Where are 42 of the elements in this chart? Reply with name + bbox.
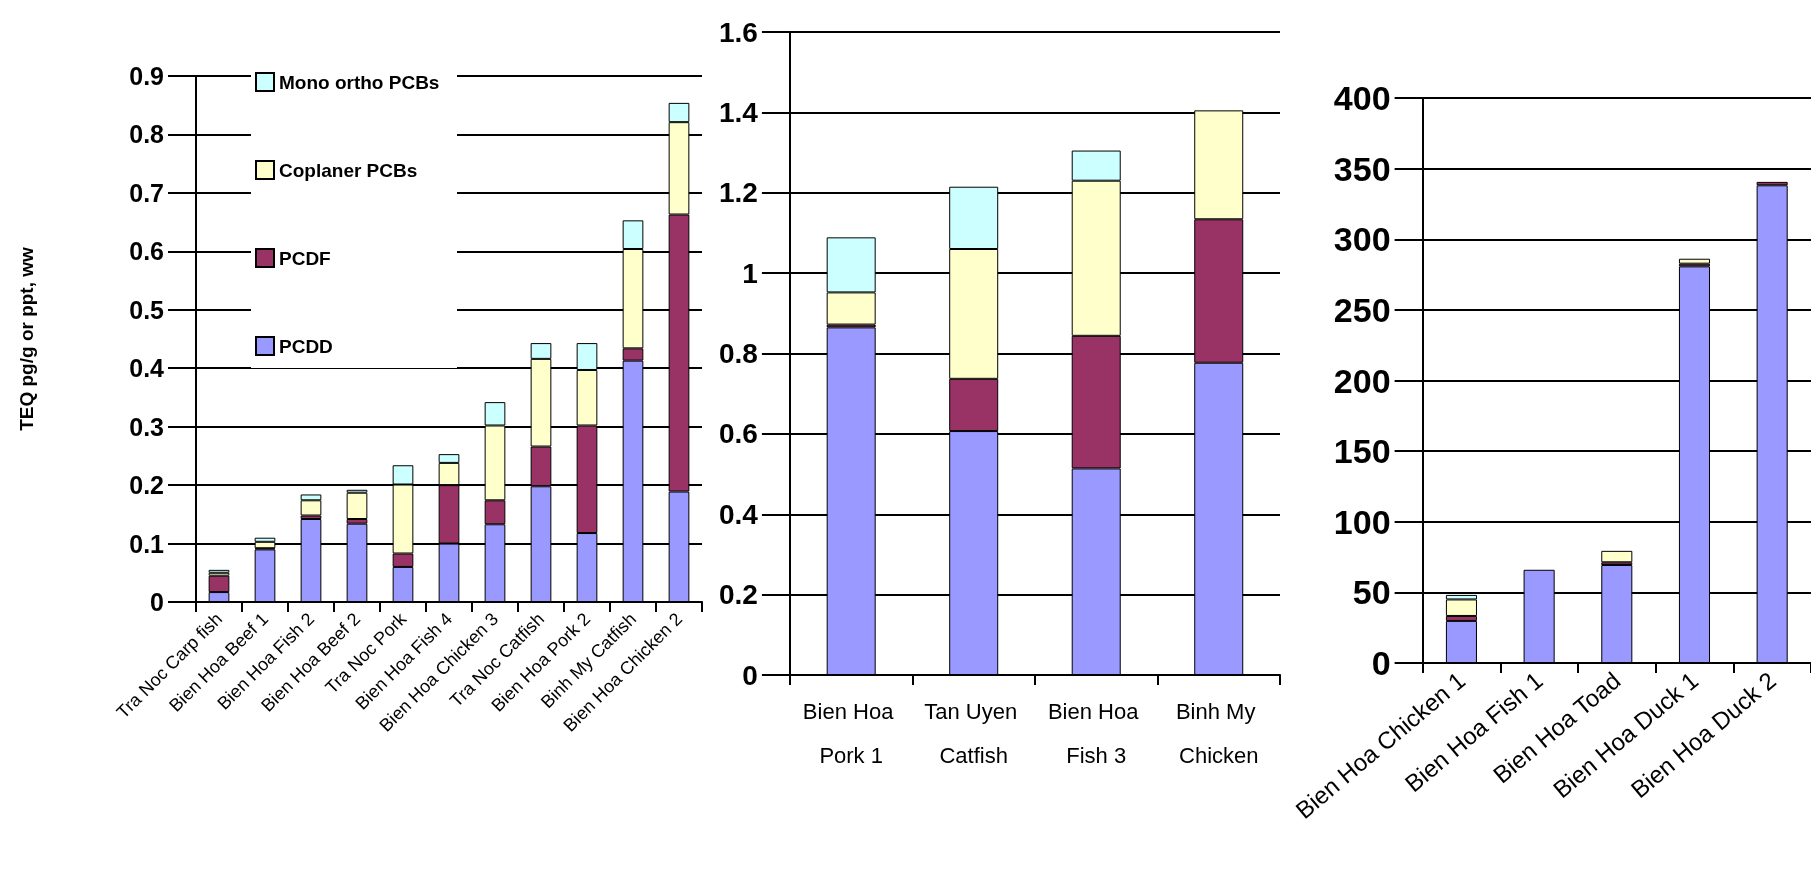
y-tick-label: 0.6 <box>129 237 164 266</box>
y-tick-label: 50 <box>1352 573 1391 612</box>
bar <box>254 549 276 602</box>
y-tick-label: 0.7 <box>129 178 164 207</box>
legend-label: Coplaner PCBs <box>279 159 418 181</box>
y-tick-label: 300 <box>1333 220 1391 259</box>
y-tick-label: 0.4 <box>718 498 759 530</box>
bar <box>1678 258 1711 264</box>
y-tick-label: 0.9 <box>129 62 164 90</box>
y-tick-label: 0.8 <box>129 120 165 149</box>
y-tick-label: 0 <box>742 659 758 691</box>
x-tick-label: Bien Hoa Fish 3 <box>1047 698 1145 768</box>
y-tick-label: 0 <box>150 588 164 616</box>
y-tick-label: 150 <box>1333 432 1391 471</box>
bar <box>1601 550 1633 563</box>
y-tick-label: 0.6 <box>718 418 758 450</box>
y-tick-label: 1.6 <box>718 16 758 48</box>
legend-label: PCDF <box>279 247 331 269</box>
y-tick-label: 0.4 <box>129 354 165 383</box>
y-tick-label: 1.4 <box>718 96 759 128</box>
bar <box>1445 620 1477 663</box>
y-tick-label: 400 <box>1333 79 1391 117</box>
y-tick-label: 0.1 <box>129 529 165 558</box>
y-tick-label: 0.5 <box>129 295 165 324</box>
y-tick-label: 0.2 <box>718 579 758 611</box>
legend-label: PCDD <box>279 335 333 357</box>
x-tick-label: Binh My Chicken <box>1175 698 1262 768</box>
y-axis-title: TEQ pg/g or ppt, ww <box>16 246 37 431</box>
y-tick-label: 0.8 <box>718 338 758 369</box>
y-tick-label: 200 <box>1333 361 1391 400</box>
y-tick-label: 350 <box>1333 149 1391 188</box>
y-tick-label: 100 <box>1333 502 1391 541</box>
x-tick-label: Bien Hoa Pork 1 <box>802 698 900 768</box>
legend-label: Mono ortho PCBs <box>279 71 440 93</box>
y-tick-label: 1.2 <box>718 177 758 209</box>
y-tick-label: 1 <box>742 257 758 289</box>
y-tick-label: 0.3 <box>129 412 164 441</box>
y-tick-label: 250 <box>1333 290 1391 329</box>
y-tick-label: 0.2 <box>129 471 164 500</box>
x-tick-label: Tan Uyen Catfish <box>924 698 1024 768</box>
bar <box>346 492 368 520</box>
y-tick-label: 0 <box>1371 644 1391 682</box>
